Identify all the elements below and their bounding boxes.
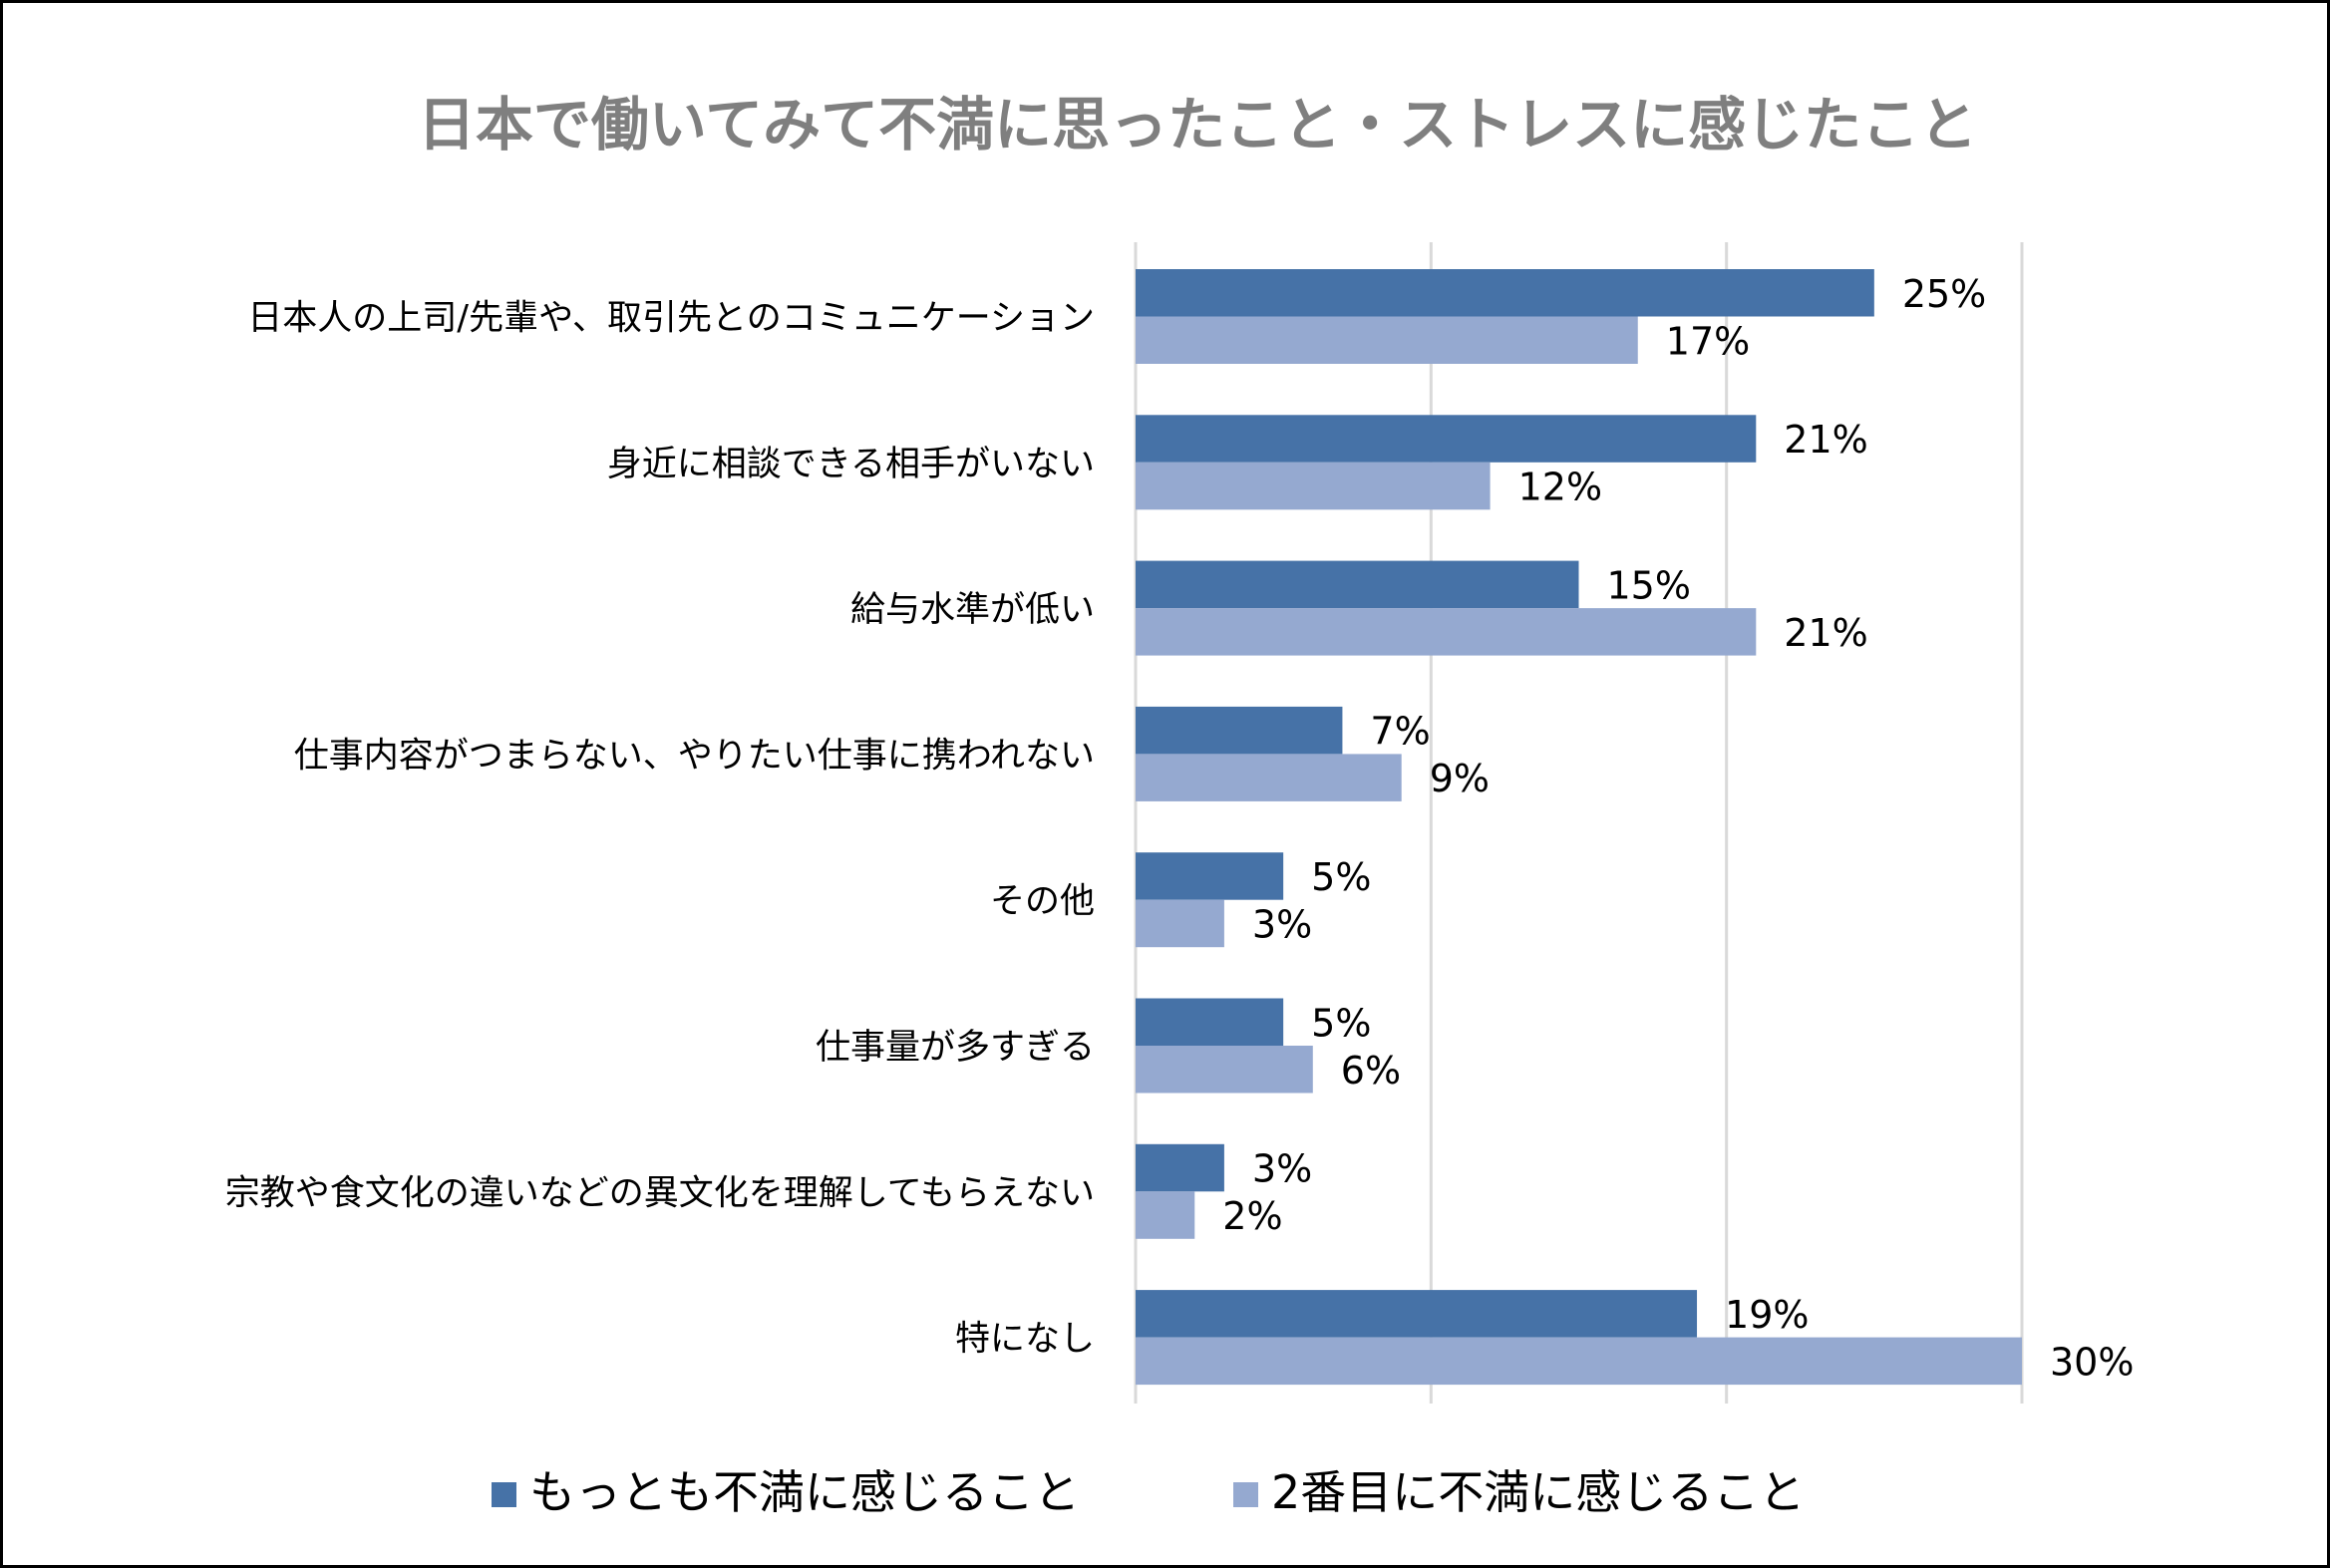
category-label: 給与水準が低い bbox=[850, 590, 1095, 630]
data-label: 2% bbox=[1222, 1194, 1282, 1238]
bar bbox=[1136, 706, 1343, 755]
data-label: 6% bbox=[1341, 1049, 1401, 1093]
category-label: 宗教や食文化の違いなどの異文化を理解してもらえない bbox=[225, 1173, 1095, 1213]
category-label: 特になし bbox=[955, 1320, 1095, 1360]
bar bbox=[1136, 852, 1284, 900]
data-label: 15% bbox=[1607, 563, 1691, 607]
data-label: 19% bbox=[1725, 1293, 1809, 1337]
legend-label: もっとも不満に感じること bbox=[529, 1465, 1080, 1519]
bar bbox=[1136, 754, 1402, 801]
bar bbox=[1136, 560, 1579, 609]
bar bbox=[1136, 608, 1757, 656]
data-label: 30% bbox=[2050, 1340, 2134, 1384]
legend-swatch bbox=[492, 1482, 516, 1507]
data-label: 3% bbox=[1252, 1147, 1312, 1191]
bar bbox=[1136, 1290, 1698, 1338]
data-label: 7% bbox=[1370, 710, 1430, 754]
chart-title: 日本で働いてみて不満に思ったこと・ストレスに感じたこと bbox=[418, 91, 1977, 158]
data-label: 21% bbox=[1784, 611, 1867, 655]
bar bbox=[1136, 1046, 1313, 1094]
bar bbox=[1136, 316, 1638, 364]
bar bbox=[1136, 998, 1284, 1046]
category-label: 身近に相談できる相手がいない bbox=[607, 445, 1095, 484]
data-label: 17% bbox=[1666, 319, 1750, 363]
legend-label: 2番目に不満に感じること bbox=[1271, 1465, 1805, 1519]
category-label: 日本人の上司/先輩や、取引先とのコミュニケーション bbox=[247, 299, 1095, 339]
bar bbox=[1136, 1337, 2022, 1386]
bar bbox=[1136, 462, 1491, 510]
bar bbox=[1136, 269, 1874, 317]
data-label: 3% bbox=[1252, 902, 1312, 946]
data-label: 5% bbox=[1311, 1001, 1371, 1045]
bar bbox=[1136, 1191, 1195, 1239]
bar bbox=[1136, 899, 1224, 948]
category-label: 仕事内容がつまらない、やりたい仕事に携われない bbox=[294, 736, 1095, 776]
legend-swatch bbox=[1233, 1482, 1258, 1507]
category-label: その他 bbox=[990, 882, 1095, 922]
data-label: 5% bbox=[1311, 855, 1371, 899]
data-label: 12% bbox=[1518, 466, 1602, 509]
category-label: 仕事量が多すぎる bbox=[816, 1028, 1095, 1068]
bar bbox=[1136, 1143, 1224, 1192]
data-label: 25% bbox=[1902, 272, 1986, 316]
bar bbox=[1136, 415, 1757, 463]
data-label: 9% bbox=[1430, 757, 1490, 800]
data-label: 21% bbox=[1784, 418, 1867, 462]
